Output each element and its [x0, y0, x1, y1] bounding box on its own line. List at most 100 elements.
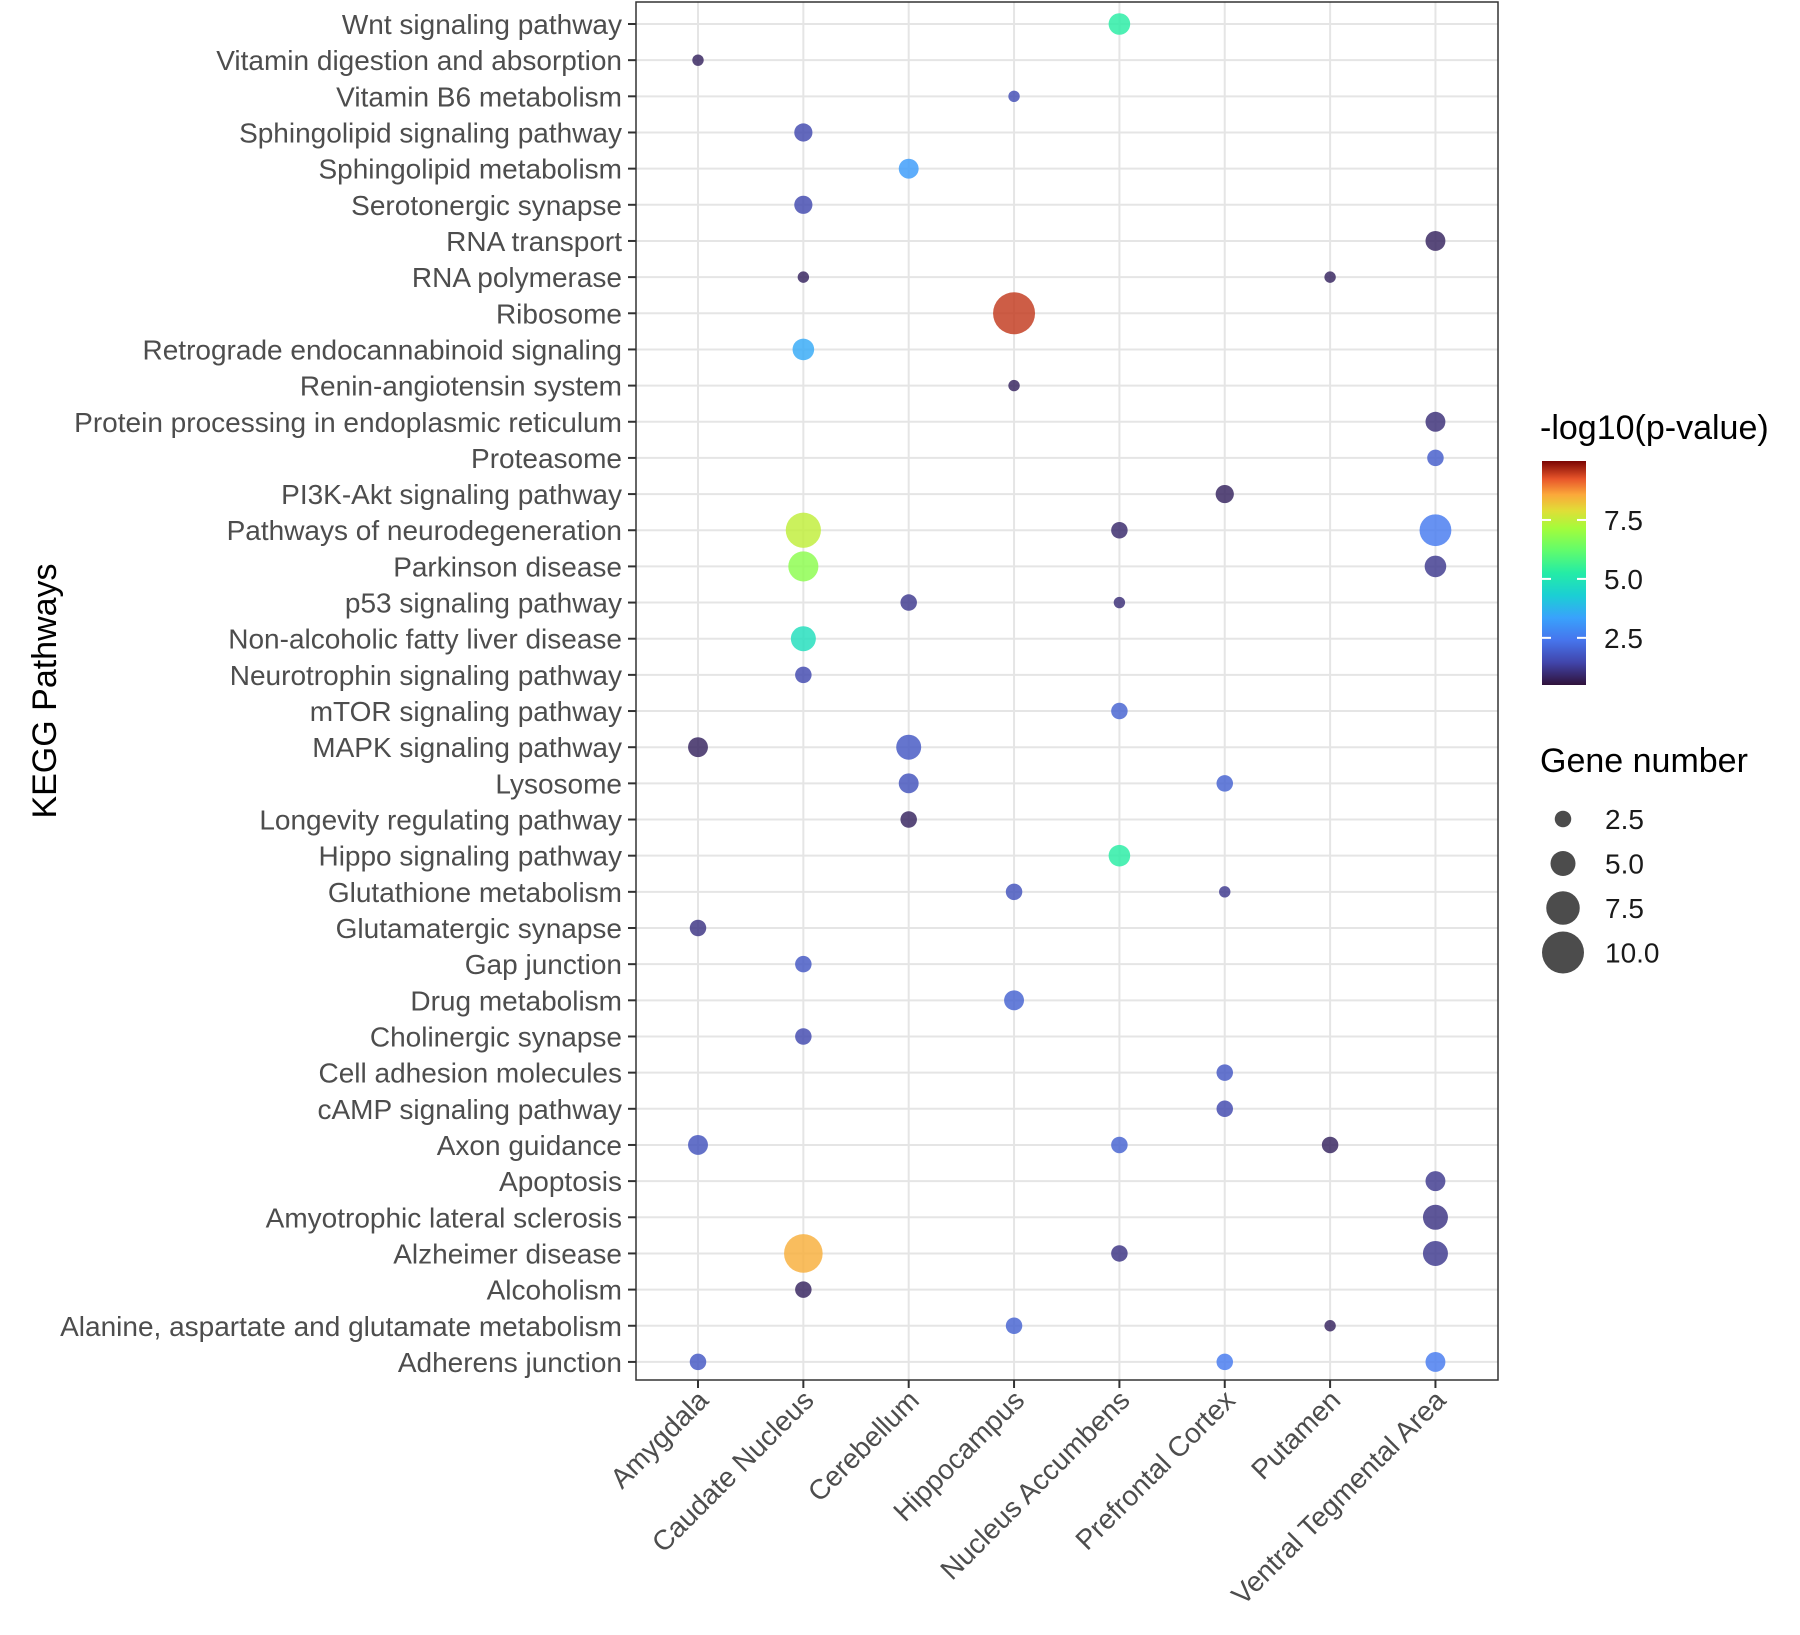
data-point [1008, 379, 1020, 392]
data-point [993, 292, 1036, 335]
size-legend-title: Gene number [1540, 742, 1748, 780]
data-point [896, 734, 922, 760]
data-point [1113, 596, 1126, 609]
x-tick-label: Ventral Tegmental Area [1225, 1384, 1452, 1611]
y-tick-label: Gap junction [465, 949, 622, 980]
data-point [1111, 1136, 1128, 1154]
size-legend-dot [1550, 851, 1576, 876]
data-point [1424, 555, 1447, 578]
legend: -log10(p-value) 2.5 5.0 7.5 Gene number 2.… [1540, 409, 1769, 974]
data-point [1008, 90, 1020, 103]
data-point [1111, 1245, 1128, 1262]
y-tick-label: Non-alcoholic fatty liver disease [228, 624, 622, 655]
data-point [1419, 514, 1452, 547]
data-point [790, 626, 816, 652]
y-tick-label: MAPK signaling pathway [312, 732, 622, 763]
data-point [1216, 1100, 1233, 1118]
y-tick-label: Proteasome [471, 443, 622, 474]
y-tick-label: PI3K-Akt signaling pathway [281, 479, 622, 510]
y-tick-label: Vitamin B6 metabolism [336, 81, 622, 112]
data-point [794, 195, 813, 214]
data-point [1111, 521, 1128, 539]
y-tick-label: Glutathione metabolism [328, 877, 622, 908]
color-legend-label: 7.5 [1604, 505, 1643, 536]
data-point [689, 919, 707, 937]
size-legend-label: 2.5 [1605, 804, 1644, 835]
data-point [688, 1135, 708, 1155]
data-point [1216, 1353, 1233, 1371]
y-tick-label: mTOR signaling pathway [310, 696, 622, 727]
size-legend-label: 10.0 [1605, 938, 1660, 969]
data-point [784, 1234, 823, 1273]
size-legend-label: 7.5 [1605, 893, 1644, 924]
data-point [689, 1353, 707, 1371]
data-point [1425, 1351, 1446, 1372]
y-tick-label: Renin-angiotensin system [300, 371, 622, 402]
data-point [792, 338, 815, 361]
y-tick-label: Wnt signaling pathway [342, 9, 622, 40]
y-tick-label: RNA transport [446, 226, 622, 257]
y-tick-label: Cholinergic synapse [370, 1021, 622, 1052]
y-tick-label: Lysosome [495, 768, 622, 799]
y-axis-ticks: Wnt signaling pathway Vitamin digestion a… [60, 9, 636, 1378]
y-axis-title: KEGG Pathways [26, 563, 64, 818]
size-legend-label: 5.0 [1605, 849, 1644, 880]
y-tick-label: Alzheimer disease [393, 1238, 622, 1269]
size-legend-dot [1542, 931, 1584, 974]
y-tick-label: Serotonergic synapse [351, 190, 622, 221]
y-tick-label: Axon guidance [437, 1130, 622, 1161]
size-legend-dot [1554, 810, 1572, 828]
data-point [692, 54, 704, 66]
y-tick-label: Glutamatergic synapse [336, 913, 622, 944]
y-tick-label: Alanine, aspartate and glutamate metabol… [60, 1311, 622, 1342]
y-tick-label: Drug metabolism [410, 985, 622, 1016]
data-point [1422, 1240, 1448, 1266]
y-tick-label: Longevity regulating pathway [259, 805, 622, 836]
data-point [788, 551, 819, 582]
data-point [1216, 775, 1233, 792]
data-point [1108, 13, 1131, 35]
data-point [1216, 1064, 1233, 1081]
data-point [1108, 844, 1131, 867]
y-tick-label: cAMP signaling pathway [317, 1094, 622, 1125]
y-tick-label: Sphingolipid signaling pathway [239, 117, 622, 148]
data-point [1215, 484, 1234, 504]
y-tick-label: RNA polymerase [412, 262, 622, 293]
y-tick-label: Ribosome [496, 298, 622, 329]
y-tick-label: Hippo signaling pathway [318, 841, 622, 872]
data-point [1425, 411, 1446, 432]
data-point [795, 1281, 812, 1298]
data-point [900, 594, 917, 611]
y-tick-label: Cell adhesion molecules [318, 1058, 622, 1089]
y-tick-label: Retrograde endocannabinoid signaling [143, 334, 622, 365]
color-legend-title: -log10(p-value) [1540, 409, 1769, 447]
data-point [1005, 883, 1023, 901]
color-legend-bar [1542, 461, 1586, 685]
data-point [795, 955, 812, 973]
data-point [1004, 990, 1024, 1011]
color-legend-ticks: 2.5 5.0 7.5 [1542, 505, 1643, 654]
data-point [688, 737, 708, 758]
size-legend-dot [1546, 891, 1580, 925]
data-point [1422, 1204, 1448, 1230]
y-tick-label: p53 signaling pathway [345, 588, 622, 619]
data-points [688, 13, 1452, 1372]
y-tick-label: Amyotrophic lateral sclerosis [266, 1202, 622, 1233]
y-tick-label: Sphingolipid metabolism [318, 154, 622, 185]
data-point [898, 158, 919, 179]
y-tick-label: Vitamin digestion and absorption [216, 45, 622, 76]
data-point [794, 123, 813, 142]
y-tick-label: Parkinson disease [393, 551, 622, 582]
y-tick-label: Neurotrophin signaling pathway [230, 660, 622, 691]
data-point [898, 773, 919, 794]
data-point [1324, 271, 1336, 283]
data-point [1111, 702, 1128, 720]
grid-lines [636, 2, 1498, 1380]
y-tick-label: Apoptosis [499, 1166, 622, 1197]
data-point [785, 512, 821, 548]
y-tick-label: Protein processing in endoplasmic reticu… [74, 407, 622, 438]
data-point [1425, 1171, 1446, 1192]
x-tick-label: Nucleus Accumbens [934, 1384, 1135, 1585]
data-point [795, 666, 812, 684]
